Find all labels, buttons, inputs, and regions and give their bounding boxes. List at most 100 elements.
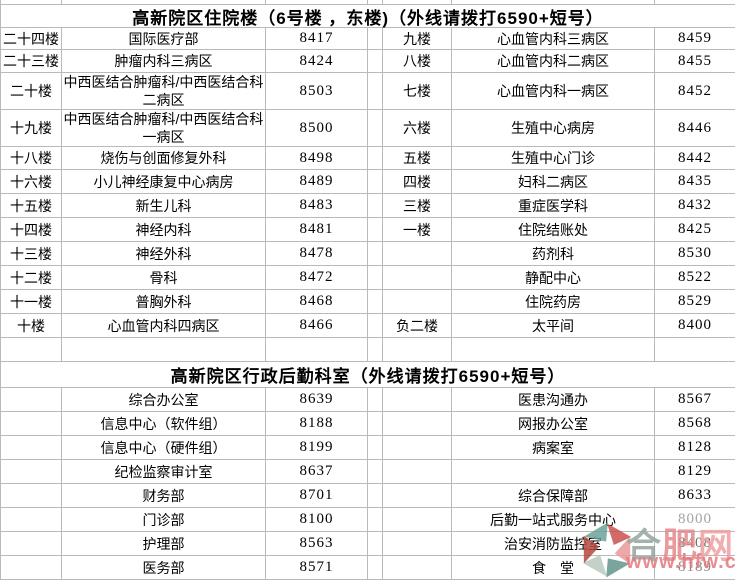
floor-cell <box>0 556 62 579</box>
floor-cell: 负二楼 <box>383 314 452 337</box>
admin-logistics-rows: 综合办公室 8639 医患沟通办 8567 信息中心（软件组） 8188 网报办公室 8568… <box>0 388 735 580</box>
table-row: 十六楼 小儿神经康复中心病房 8489 四楼 妇科二病区 8435 <box>0 170 735 194</box>
spacer-cell <box>368 147 383 169</box>
section1-title-row: 高新院区住院楼（6号楼 ，东楼)（外线请拨打6590+短号） <box>0 5 735 28</box>
dept-cell: 新生儿科 <box>62 194 266 217</box>
dept-cell: 中西医结合肿瘤科/中西医结合科 二病区 <box>62 73 266 109</box>
spacer-cell <box>368 218 383 241</box>
ext-cell: 8568 <box>678 415 712 431</box>
floor-cell <box>0 388 62 411</box>
separator-empty-row <box>0 338 735 362</box>
floor-cell: 九楼 <box>383 28 452 49</box>
dept-cell <box>62 338 266 361</box>
dept-cell: 医患沟通办 <box>452 388 655 411</box>
table-row: 综合办公室 8639 医患沟通办 8567 <box>0 388 735 412</box>
dept-cell: 心血管内科一病区 <box>452 73 655 109</box>
dept-cell: 心血管内科三病区 <box>452 28 655 49</box>
floor-cell <box>383 0 452 4</box>
dept-cell: 后勤一站式服务中心 <box>452 508 655 531</box>
ext-cell: 8408 <box>678 535 712 551</box>
dept-cell: 静配中心 <box>452 266 655 289</box>
dept-cell: 网报办公室 <box>452 412 655 435</box>
dept-cell: 烧伤与创面修复外科 <box>62 147 266 169</box>
dept-cell: 生殖中心门诊 <box>452 147 655 169</box>
floor-cell <box>383 388 452 411</box>
dept-cell: 综合保障部 <box>452 484 655 507</box>
dept-cell: 小儿神经康复中心病房 <box>62 170 266 193</box>
spacer-cell <box>368 436 383 459</box>
table-row: 十四楼 神经内科 8481 一楼 住院结账处 8425 <box>0 218 735 242</box>
floor-cell <box>0 412 62 435</box>
ext-cell <box>266 0 368 4</box>
floor-cell: 二十三楼 <box>0 50 62 72</box>
ext-cell: 8478 <box>266 242 368 265</box>
floor-cell: 十楼 <box>0 314 62 337</box>
table-row: 二十楼 中西医结合肿瘤科/中西医结合科 二病区 8503 七楼 心血管内科一病区 8452 <box>0 73 735 110</box>
ext-cell: 8100 <box>266 508 368 531</box>
dept-cell: 国际医疗部 <box>62 28 266 49</box>
floor-cell <box>0 460 62 483</box>
ext-cell <box>266 338 368 361</box>
dept-cell: 食 堂 <box>452 556 655 579</box>
dept-cell: 神经内科 <box>62 218 266 241</box>
ext-cell <box>655 0 735 4</box>
floor-cell: 十四楼 <box>0 218 62 241</box>
ext-cell: 8435 <box>678 173 712 189</box>
floor-cell: 四楼 <box>383 170 452 193</box>
dept-cell: 门诊部 <box>62 508 266 531</box>
dept-cell: 财务部 <box>62 484 266 507</box>
ext-cell: 8424 <box>266 50 368 72</box>
floor-cell <box>383 412 452 435</box>
spacer-cell <box>368 508 383 531</box>
floor-cell <box>383 532 452 555</box>
dept-cell: 心血管内科四病区 <box>62 314 266 337</box>
spacer-cell <box>368 314 383 337</box>
ext-cell: 8000 <box>678 511 712 527</box>
floor-cell: 一楼 <box>383 218 452 241</box>
table-row: 十楼 心血管内科四病区 8466 负二楼 太平间 8400 <box>0 314 735 338</box>
floor-cell: 十二楼 <box>0 266 62 289</box>
floor-cell <box>383 484 452 507</box>
spacer-cell <box>368 266 383 289</box>
dept-cell: 住院结账处 <box>452 218 655 241</box>
dept-cell: 信息中心（软件组） <box>62 412 266 435</box>
floor-cell <box>0 0 62 4</box>
ext-cell: 8425 <box>678 221 712 237</box>
dept-cell: 骨科 <box>62 266 266 289</box>
ext-cell: 8188 <box>266 412 368 435</box>
spacer-cell <box>368 388 383 411</box>
table-row: 纪检监察审计室 8637 8129 <box>0 460 735 484</box>
floor-cell <box>383 338 452 361</box>
dept-cell: 信息中心（硬件组） <box>62 436 266 459</box>
floor-cell <box>0 508 62 531</box>
table-row: 门诊部 8100 后勤一站式服务中心 8000 <box>0 508 735 532</box>
floor-cell <box>0 532 62 555</box>
ext-cell: 8530 <box>678 245 712 261</box>
section2-title-row: 高新院区行政后勤科室（外线请拨打6590+短号） <box>0 362 735 388</box>
ext-cell: 8500 <box>266 110 368 146</box>
floor-cell <box>383 290 452 313</box>
dept-cell: 住院药房 <box>452 290 655 313</box>
floor-cell: 二十四楼 <box>0 28 62 49</box>
spacer-cell <box>368 412 383 435</box>
spacer-cell <box>368 460 383 483</box>
floor-cell: 十九楼 <box>0 110 62 146</box>
ext-cell: 8455 <box>678 52 712 69</box>
floor-cell <box>0 484 62 507</box>
ext-cell: 8503 <box>266 73 368 109</box>
table-row: 十三楼 神经外科 8478 药剂科 8530 <box>0 242 735 266</box>
spacer-cell <box>368 532 383 555</box>
table-row: 医务部 8571 食 堂 8189 <box>0 556 735 580</box>
floor-cell: 五楼 <box>383 147 452 169</box>
dept-cell: 重症医学科 <box>452 194 655 217</box>
dept-cell: 治安消防监控室 <box>452 532 655 555</box>
dept-cell: 纪检监察审计室 <box>62 460 266 483</box>
ext-cell: 8452 <box>678 82 712 99</box>
floor-cell <box>383 266 452 289</box>
ext-cell: 8128 <box>678 439 712 455</box>
table-row: 护理部 8563 治安消防监控室 8408 <box>0 532 735 556</box>
inpatient-building-rows: 二十四楼 国际医疗部 8417 九楼 心血管内科三病区 8459 二十三楼 肿瘤内科三病区 84… <box>0 28 735 338</box>
dept-cell <box>452 338 655 361</box>
ext-cell: 8468 <box>266 290 368 313</box>
dept-cell: 护理部 <box>62 532 266 555</box>
